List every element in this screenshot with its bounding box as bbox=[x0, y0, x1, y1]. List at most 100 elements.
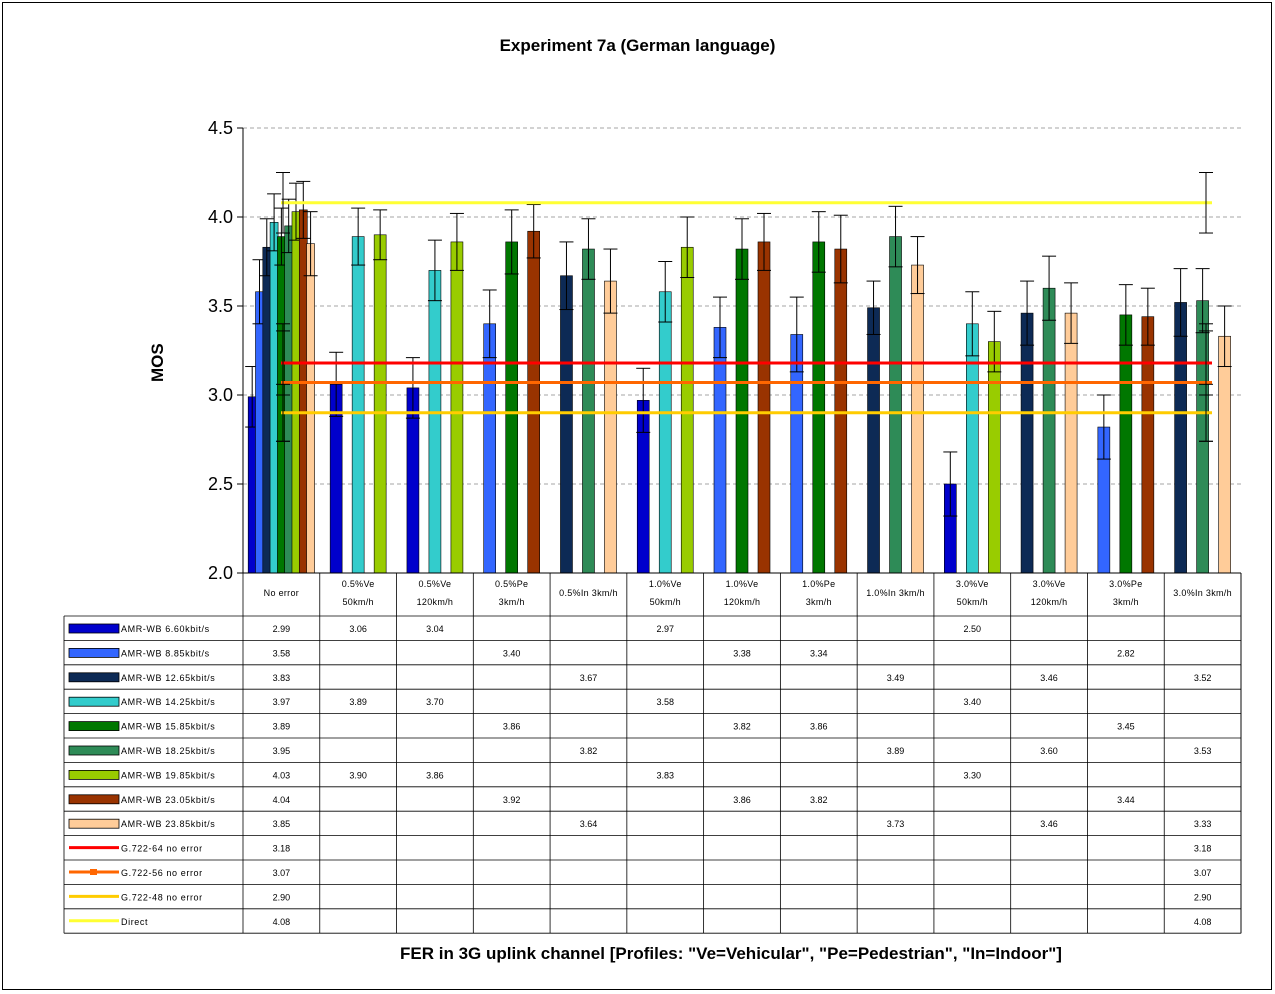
table-cell: 3.64 bbox=[580, 819, 598, 829]
legend-label: G.722-56 no error bbox=[121, 868, 203, 878]
legend-swatch bbox=[68, 696, 120, 707]
x-category-label: 3km/h bbox=[499, 597, 525, 607]
table-cell: 3.07 bbox=[1194, 868, 1212, 878]
legend-swatch bbox=[68, 672, 120, 683]
bar bbox=[966, 323, 979, 574]
legend-label: AMR-WB 18.25kbit/s bbox=[121, 746, 215, 756]
legend-label: G.722-64 no error bbox=[121, 844, 203, 854]
bar bbox=[1174, 302, 1187, 574]
legend-label: AMR-WB 23.85kbit/s bbox=[121, 819, 215, 829]
x-category-label: No error bbox=[264, 588, 299, 598]
bar bbox=[988, 341, 1001, 574]
bar bbox=[1196, 300, 1209, 574]
x-category-label: 3km/h bbox=[1113, 597, 1139, 607]
y-tick-label: 3.5 bbox=[208, 296, 233, 316]
legend-swatch bbox=[68, 623, 120, 634]
x-category-label: 1.0%Ve bbox=[726, 579, 759, 589]
table-cell: 3.73 bbox=[887, 819, 905, 829]
x-category-label: 1.0%In 3km/h bbox=[866, 588, 925, 598]
x-category-label: 0.5%Pe bbox=[495, 579, 528, 589]
table-cell: 3.67 bbox=[580, 673, 598, 683]
bar bbox=[291, 211, 301, 574]
bar bbox=[277, 236, 286, 574]
bar bbox=[1218, 335, 1231, 574]
x-category-label: 0.5%Ve bbox=[419, 579, 452, 589]
bar bbox=[351, 236, 365, 574]
table-cell: 3.83 bbox=[656, 770, 674, 780]
table-cell: 3.90 bbox=[349, 770, 367, 780]
table-cell: 3.86 bbox=[733, 795, 751, 805]
table-cell: 3.86 bbox=[426, 770, 444, 780]
table-cell: 3.34 bbox=[810, 648, 828, 658]
bar bbox=[812, 241, 826, 574]
legend-label: AMR-WB 8.85kbit/s bbox=[121, 648, 210, 658]
legend-marker bbox=[90, 869, 97, 875]
table-cell: 2.82 bbox=[1117, 648, 1135, 658]
bar bbox=[560, 275, 573, 574]
table-cell: 3.92 bbox=[503, 795, 521, 805]
chart-title: Experiment 7a (German language) bbox=[499, 36, 776, 55]
y-tick-label: 4.5 bbox=[208, 118, 233, 138]
table-cell: 3.53 bbox=[1194, 746, 1212, 756]
bar bbox=[604, 280, 617, 574]
bar bbox=[505, 241, 518, 574]
x-category-label: 120km/h bbox=[724, 597, 761, 607]
x-category-label: 0.5%In 3km/h bbox=[559, 588, 618, 598]
table-cell: 3.83 bbox=[273, 673, 291, 683]
bar bbox=[262, 246, 272, 574]
table-cell: 3.58 bbox=[273, 648, 291, 658]
table-cell: 3.82 bbox=[580, 746, 598, 756]
table-cell: 4.08 bbox=[1194, 917, 1212, 927]
bar bbox=[757, 241, 771, 574]
bar bbox=[269, 222, 279, 574]
bar bbox=[1064, 312, 1078, 574]
table-cell: 3.70 bbox=[426, 697, 444, 707]
y-tick-label: 3.0 bbox=[208, 385, 233, 405]
table-cell: 3.82 bbox=[810, 795, 828, 805]
bar bbox=[428, 270, 442, 574]
bar bbox=[1119, 314, 1133, 574]
x-category-label: 120km/h bbox=[417, 597, 454, 607]
table-cell: 3.18 bbox=[1194, 844, 1212, 854]
x-category-label: 1.0%Pe bbox=[802, 579, 835, 589]
x-category-label: 3.0%Ve bbox=[956, 579, 989, 589]
x-axis-label: FER in 3G uplink channel [Profiles: "Ve=… bbox=[400, 944, 1062, 963]
legend-label: AMR-WB 15.85kbit/s bbox=[121, 722, 215, 732]
x-category-label: 3km/h bbox=[806, 597, 832, 607]
bar bbox=[450, 241, 464, 574]
legend-label: Direct bbox=[121, 917, 148, 927]
bar bbox=[889, 236, 902, 574]
table-cell: 3.18 bbox=[273, 844, 291, 854]
x-category-label: 50km/h bbox=[650, 597, 681, 607]
table-cell: 3.40 bbox=[503, 648, 521, 658]
bar bbox=[255, 291, 264, 574]
table-cell: 3.07 bbox=[273, 868, 291, 878]
table-cell: 3.30 bbox=[964, 770, 982, 780]
table-cell: 2.50 bbox=[964, 624, 982, 634]
table-cell: 3.89 bbox=[887, 746, 905, 756]
bar bbox=[735, 248, 749, 574]
table-cell: 3.04 bbox=[426, 624, 444, 634]
legend-swatch bbox=[68, 721, 120, 731]
table-cell: 2.90 bbox=[273, 892, 291, 902]
bar bbox=[483, 323, 496, 574]
table-cell: 2.99 bbox=[273, 624, 291, 634]
table-cell: 3.46 bbox=[1040, 819, 1058, 829]
bar bbox=[1141, 316, 1155, 574]
table-cell: 3.52 bbox=[1194, 673, 1212, 683]
table-cell: 3.44 bbox=[1117, 795, 1135, 805]
bar bbox=[373, 234, 387, 574]
x-category-label: 0.5%Ve bbox=[342, 579, 375, 589]
table-cell: 3.40 bbox=[964, 697, 982, 707]
bar bbox=[1020, 312, 1034, 574]
x-category-label: 3.0%Ve bbox=[1033, 579, 1066, 589]
legend-label: AMR-WB 12.65kbit/s bbox=[121, 673, 215, 683]
table-cell: 3.38 bbox=[733, 648, 751, 658]
table-cell: 3.86 bbox=[810, 722, 828, 732]
table-cell: 3.82 bbox=[733, 722, 751, 732]
bar bbox=[867, 307, 880, 574]
table-cell: 3.33 bbox=[1194, 819, 1212, 829]
table-cell: 3.45 bbox=[1117, 722, 1135, 732]
legend-label: AMR-WB 23.05kbit/s bbox=[121, 795, 215, 805]
